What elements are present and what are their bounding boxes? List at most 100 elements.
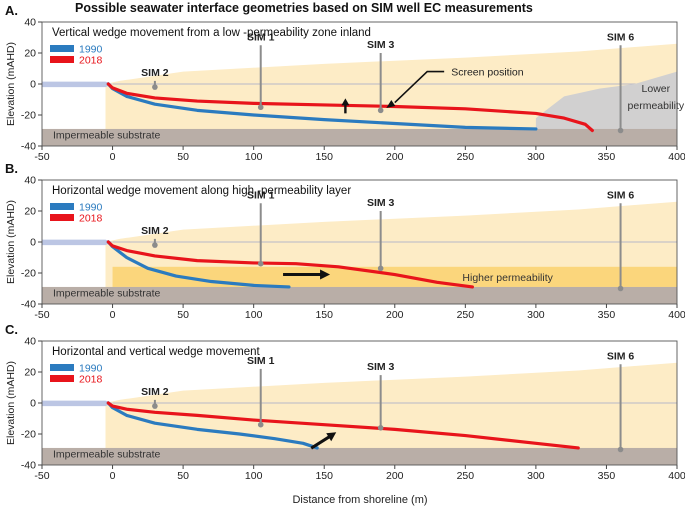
legend-swatch-2018 xyxy=(50,56,74,63)
x-tick-label: 400 xyxy=(668,309,685,321)
substrate-label: Impermeable substrate xyxy=(53,448,161,460)
y-tick-label: -40 xyxy=(21,460,36,472)
well-label: SIM 6 xyxy=(607,350,635,362)
well-screen xyxy=(617,285,624,292)
well-label: SIM 3 xyxy=(367,361,395,373)
y-tick-label: -40 xyxy=(21,141,36,153)
well-label: SIM 1 xyxy=(247,355,275,367)
y-axis-label: Elevation (mAHD) xyxy=(5,42,17,126)
y-axis-label: Elevation (mAHD) xyxy=(5,361,17,445)
panel-title: Horizontal and vertical wedge movement xyxy=(52,346,261,358)
panel-title: Vertical wedge movement from a low -perm… xyxy=(52,27,371,39)
x-tick-label: 200 xyxy=(386,151,404,163)
well-screen xyxy=(257,260,264,267)
legend-label-2018: 2018 xyxy=(79,374,103,386)
series-line-1990 xyxy=(106,240,291,289)
series-line-2018 xyxy=(106,240,474,289)
x-tick-label: 200 xyxy=(386,470,404,482)
substrate-label: Impermeable substrate xyxy=(53,129,161,141)
well-screen xyxy=(152,403,158,409)
well-label: SIM 6 xyxy=(607,189,635,201)
panel-1: Impermeable substrate Lower permeability SI… xyxy=(5,3,685,163)
x-tick-label: 0 xyxy=(110,151,116,163)
x-tick-label: 0 xyxy=(110,309,116,321)
x-tick-label: 300 xyxy=(527,309,545,321)
x-tick-label: 300 xyxy=(527,470,545,482)
x-tick-label: -50 xyxy=(34,470,49,482)
y-tick-label: 40 xyxy=(24,336,36,348)
low-permeability-label: permeability xyxy=(628,100,685,112)
diagonal-movement-arrowhead xyxy=(326,432,337,442)
x-tick-label: 200 xyxy=(386,309,404,321)
x-tick-label: 350 xyxy=(598,151,616,163)
well-label: SIM 6 xyxy=(607,31,635,43)
panel-letter: A. xyxy=(5,3,18,18)
y-tick-label: -20 xyxy=(21,110,36,122)
legend-label-1990: 1990 xyxy=(79,363,103,375)
horizontal-movement-arrowhead xyxy=(320,269,331,280)
well-screen xyxy=(377,265,384,272)
series-line-1990 xyxy=(106,401,319,450)
x-tick-label: 400 xyxy=(668,470,685,482)
x-tick-label: 0 xyxy=(110,470,116,482)
y-tick-label: 0 xyxy=(30,79,36,91)
y-tick-label: 20 xyxy=(24,367,36,379)
upward-movement-arrowhead xyxy=(341,98,350,106)
panel-title: Horizontal wedge movement along high -pe… xyxy=(52,185,351,197)
y-tick-label: -40 xyxy=(21,299,36,311)
high-permeability-label: Higher permeability xyxy=(462,272,553,284)
x-tick-label: 100 xyxy=(245,309,263,321)
substrate-label: Impermeable substrate xyxy=(53,287,161,299)
figure-title: Possible seawater interface geometries b… xyxy=(75,1,533,15)
well-screen xyxy=(257,104,264,111)
x-tick-label: 50 xyxy=(177,151,189,163)
x-tick-label: 100 xyxy=(245,151,263,163)
high-permeability-layer xyxy=(112,266,677,287)
panels: Impermeable substrate Lower permeability SI… xyxy=(5,3,685,482)
legend-swatch-1990 xyxy=(50,203,74,210)
low-permeability-zone xyxy=(535,71,677,131)
well-screen xyxy=(152,84,158,90)
y-tick-label: 20 xyxy=(24,206,36,218)
well-screen xyxy=(377,107,384,114)
x-tick-label: 350 xyxy=(598,470,616,482)
well-label: SIM 3 xyxy=(367,197,395,209)
x-tick-label: 100 xyxy=(245,470,263,482)
x-tick-label: -50 xyxy=(34,151,49,163)
legend-swatch-1990 xyxy=(50,364,74,371)
x-tick-label: 300 xyxy=(527,151,545,163)
sea xyxy=(42,81,113,88)
well-label: SIM 3 xyxy=(367,39,395,51)
y-tick-label: 20 xyxy=(24,48,36,60)
screen-position-arrowhead xyxy=(386,100,396,109)
plot-area xyxy=(42,180,677,304)
low-permeability-label: Lower xyxy=(642,83,671,95)
well-label: SIM 1 xyxy=(247,189,275,201)
well-screen xyxy=(152,242,158,248)
y-tick-label: 0 xyxy=(30,237,36,249)
x-tick-label: 400 xyxy=(668,151,685,163)
panel-letter: C. xyxy=(5,322,18,337)
well-screen xyxy=(617,446,624,453)
well-screen xyxy=(617,127,624,134)
well-screen xyxy=(257,421,264,428)
legend-swatch-2018 xyxy=(50,375,74,382)
y-tick-label: -20 xyxy=(21,268,36,280)
sea xyxy=(42,239,113,246)
panel-letter: B. xyxy=(5,161,18,176)
well-label: SIM 2 xyxy=(141,225,169,237)
sea xyxy=(42,400,113,407)
x-tick-label: 150 xyxy=(315,470,333,482)
legend-label-2018: 2018 xyxy=(79,55,103,67)
well-label: SIM 2 xyxy=(141,386,169,398)
x-tick-label: 250 xyxy=(457,151,475,163)
x-tick-label: 150 xyxy=(315,151,333,163)
y-tick-label: 40 xyxy=(24,17,36,29)
y-tick-label: -20 xyxy=(21,429,36,441)
well-label: SIM 2 xyxy=(141,67,169,79)
panel-3: Impermeable substrate SIM 2 SIM 1 SIM 3 SIM … xyxy=(5,322,685,482)
legend-label-2018: 2018 xyxy=(79,213,103,225)
impermeable-substrate xyxy=(42,447,677,465)
x-tick-label: 250 xyxy=(457,470,475,482)
